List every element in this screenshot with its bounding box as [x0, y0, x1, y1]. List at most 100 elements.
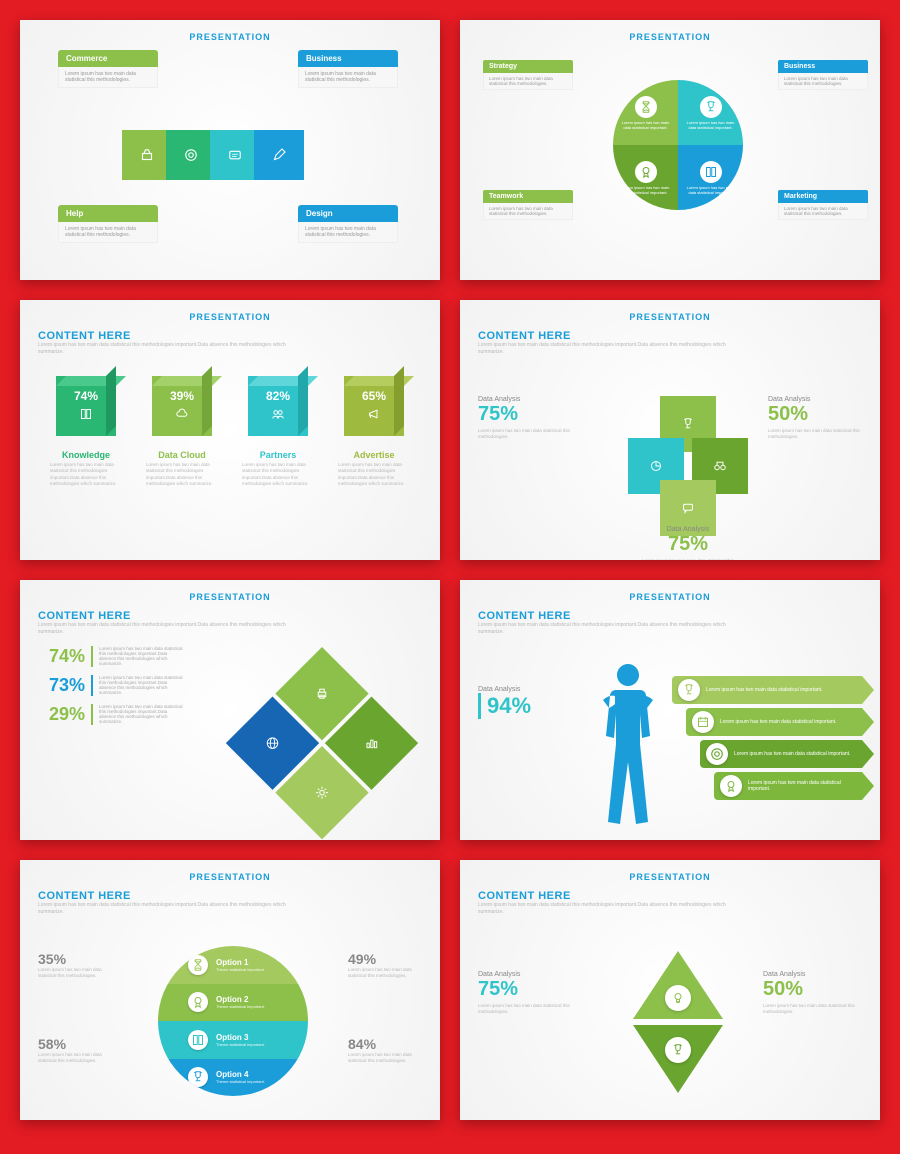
arrow-item: .s6-arr:nth-child(2)::after{border-left-… — [686, 708, 862, 736]
gear-icon — [313, 784, 331, 802]
cube-col-data cloud: 39%Data CloudLorem ipsum has two main da… — [142, 376, 222, 487]
puzzle-piece — [254, 130, 304, 180]
trophy-icon — [700, 96, 722, 118]
side-percent: 49%Lorem ipsum has two main data statist… — [348, 951, 428, 980]
presentation-title: PRESENTATION — [38, 32, 422, 42]
puzzle-diamond — [628, 396, 748, 516]
arrow-list: .s6-arr:nth-child(1)::after{border-left-… — [672, 676, 862, 804]
option-pie: Option 1Theme statistical important.Opti… — [158, 946, 308, 1096]
content-here-heading: CONTENT HERE — [478, 330, 862, 342]
callout-design: DesignLorem ipsum has two main data stat… — [298, 205, 398, 243]
book-icon — [700, 161, 722, 183]
intro-lorem: Lorem ipsum has two main data statistica… — [478, 342, 738, 356]
businessman-silhouette-icon — [588, 656, 668, 836]
puzzle-piece — [210, 130, 260, 180]
side-percent: 84%Lorem ipsum has two main data statist… — [348, 1036, 428, 1065]
trophy-icon — [665, 1037, 691, 1063]
cube-col-knowledge: 74%KnowledgeLorem ipsum has two main dat… — [46, 376, 126, 487]
cube-icon: 74% — [56, 376, 116, 436]
book-icon — [77, 405, 95, 423]
printer-icon — [313, 685, 331, 703]
presentation-title: PRESENTATION — [478, 592, 862, 602]
side-percent: 35%Lorem ipsum has two main data statist… — [38, 951, 118, 980]
slide-1-puzzle-row: PRESENTATION CommerceLorem ipsum has two… — [20, 20, 440, 280]
puzzle-piece — [122, 130, 172, 180]
content-here-heading: CONTENT HERE — [478, 610, 862, 622]
percent-row: 74%Lorem ipsum has two main data statist… — [38, 646, 198, 667]
callout-strategy: StrategyLorem ipsum has two main data st… — [483, 60, 573, 90]
percent-row: 73%Lorem ipsum has two main data statist… — [38, 675, 198, 696]
intro-lorem: Lorem ipsum has two main data statistica… — [38, 902, 298, 916]
slide-7-option-pie: PRESENTATION CONTENT HERE Lorem ipsum ha… — [20, 860, 440, 1120]
target-icon — [706, 743, 728, 765]
presentation-title: PRESENTATION — [478, 312, 862, 322]
intro-lorem: Lorem ipsum has two main data statistica… — [478, 622, 738, 636]
puzzle-piece — [166, 130, 216, 180]
badge-icon — [720, 775, 742, 797]
pie-quadrants: Lorem ipsum has two main data statistica… — [613, 80, 743, 210]
hourglass-icon — [188, 955, 208, 975]
pie-quadrant: Lorem ipsum has two main data statistica… — [613, 145, 678, 210]
option-row: Option 3Theme statistical important. — [158, 1021, 308, 1059]
users-icon — [269, 405, 287, 423]
intro-lorem: Lorem ipsum has two main data statistica… — [478, 902, 738, 916]
slide-2-pie-quadrants: PRESENTATION Lorem ipsum has two main da… — [460, 20, 880, 280]
triangles — [633, 951, 723, 1099]
hourglass-icon — [635, 96, 657, 118]
trophy-icon — [188, 1067, 208, 1087]
triangle-down — [633, 1025, 723, 1093]
callout-commerce: CommerceLorem ipsum has two main data st… — [58, 50, 158, 88]
presentation-title: PRESENTATION — [38, 312, 422, 322]
content-here-heading: CONTENT HERE — [478, 890, 862, 902]
cube-icon: 82% — [248, 376, 308, 436]
callout-business: BusinessLorem ipsum has two main data st… — [298, 50, 398, 88]
cubes-row: 74%KnowledgeLorem ipsum has two main dat… — [38, 376, 422, 487]
callout-help: HelpLorem ipsum has two main data statis… — [58, 205, 158, 243]
calendar-icon — [692, 711, 714, 733]
slide-4-puzzle-diamond: PRESENTATION CONTENT HERE Lorem ipsum ha… — [460, 300, 880, 560]
badge-icon — [188, 992, 208, 1012]
chart-icon — [362, 734, 380, 752]
callout-business: BusinessLorem ipsum has two main data st… — [778, 60, 868, 90]
presentation-title: PRESENTATION — [38, 592, 422, 602]
metric: Data Analysis50%Lorem ipsum has two main… — [763, 971, 873, 1016]
megaphone-icon — [365, 405, 383, 423]
intro-lorem: Lorem ipsum has two main data statistica… — [38, 342, 298, 356]
option-row: Option 4Theme statistical important. — [158, 1059, 308, 1097]
arrow-item: .s6-arr:nth-child(3)::after{border-left-… — [700, 740, 862, 768]
trophy-icon — [678, 679, 700, 701]
cloud-icon — [173, 405, 191, 423]
callout-teamwork: TeamworkLorem ipsum has two main data st… — [483, 190, 573, 220]
arrow-item: .s6-arr:nth-child(4)::after{border-left-… — [714, 772, 862, 800]
slide-6-businessman-arrows: PRESENTATION CONTENT HERE Lorem ipsum ha… — [460, 580, 880, 840]
slide-3-cubes: PRESENTATION CONTENT HERE Lorem ipsum ha… — [20, 300, 440, 560]
pie-quadrant: Lorem ipsum has two main data statistica… — [613, 80, 678, 145]
headline-metric: Data Analysis 94% — [478, 686, 531, 719]
side-percent: 58%Lorem ipsum has two main data statist… — [38, 1036, 118, 1065]
triangle-up — [633, 951, 723, 1019]
slide-8-triangles: PRESENTATION CONTENT HERE Lorem ipsum ha… — [460, 860, 880, 1120]
cube-col-advertise: 65%AdvertiseLorem ipsum has two main dat… — [334, 376, 414, 487]
option-row: Option 1Theme statistical important. — [158, 946, 308, 984]
puzzle-quad — [223, 647, 421, 840]
metric: Data Analysis75%Lorem ipsum has two main… — [478, 396, 588, 441]
intro-lorem: Lorem ipsum has two main data statistica… — [38, 622, 298, 636]
slide1-body: CommerceLorem ipsum has two main data st… — [38, 50, 422, 270]
slides-grid: PRESENTATION CommerceLorem ipsum has two… — [20, 20, 880, 1120]
globe-icon — [264, 734, 282, 752]
lightbulb-icon — [665, 985, 691, 1011]
metric: Data Analysis75%Lorem ipsum has two main… — [633, 526, 743, 560]
cube-icon: 65% — [344, 376, 404, 436]
pie-quadrant: Lorem ipsum has two main data statistica… — [678, 145, 743, 210]
slide-5-percent-puzzle: PRESENTATION CONTENT HERE Lorem ipsum ha… — [20, 580, 440, 840]
metric: Data Analysis50%Lorem ipsum has two main… — [768, 396, 878, 441]
puzzle-row — [128, 130, 304, 180]
content-here-heading: CONTENT HERE — [38, 610, 422, 622]
option-row: Option 2Theme statistical important. — [158, 984, 308, 1022]
metric: Data Analysis75%Lorem ipsum has two main… — [478, 971, 588, 1016]
cube-icon: 39% — [152, 376, 212, 436]
presentation-title: PRESENTATION — [478, 872, 862, 882]
callout-marketing: MarketingLorem ipsum has two main data s… — [778, 190, 868, 220]
presentation-title: PRESENTATION — [38, 872, 422, 882]
content-here-heading: CONTENT HERE — [38, 890, 422, 902]
